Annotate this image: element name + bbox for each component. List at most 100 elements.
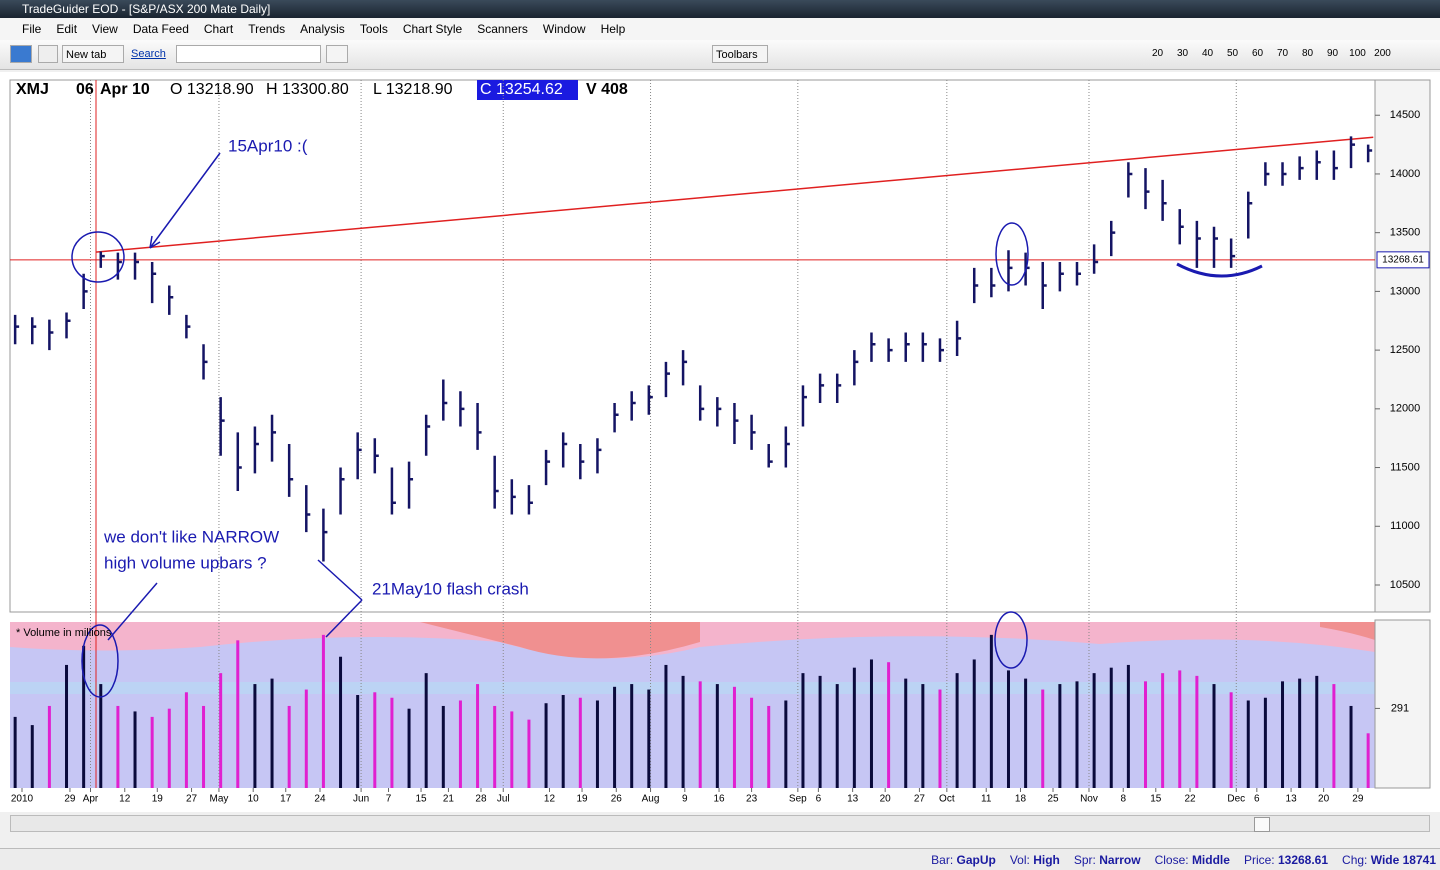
menu-item[interactable]: Data Feed [132, 22, 189, 36]
price-bar [1229, 238, 1236, 268]
zoom-level[interactable]: 200 [1374, 48, 1391, 59]
y-tick-label: 11500 [1390, 461, 1420, 473]
chart: XMJ 06 Apr 10 O 13218.90 H 13300.80 L 13… [0, 72, 1440, 812]
price-bar [31, 317, 37, 345]
menu-item[interactable]: View [92, 22, 118, 36]
menu-item[interactable]: Edit [56, 22, 78, 36]
volume-bar [1246, 700, 1250, 788]
price-bar [613, 402, 619, 433]
toolbars-button[interactable]: Toolbars [712, 45, 768, 63]
go-button[interactable] [326, 45, 348, 63]
search-link[interactable]: Search [131, 48, 166, 60]
volume-bar [1024, 678, 1028, 788]
x-tick-label: 11 [981, 794, 992, 805]
volume-bar [698, 681, 702, 788]
volume-bar [1263, 697, 1267, 788]
down-button[interactable] [38, 45, 58, 63]
close: C 13254.62 [480, 81, 563, 98]
menu-item[interactable]: Chart Style [402, 22, 463, 36]
volume-bar [1126, 664, 1130, 788]
menu-item[interactable]: File [22, 22, 42, 36]
volume-bar [715, 684, 719, 788]
zoom-level[interactable]: 90 [1326, 48, 1339, 59]
status-value: Narrow [1099, 852, 1141, 867]
price-bar [887, 338, 893, 362]
y-tick-label: 13500 [1390, 227, 1421, 239]
price-bar [904, 332, 910, 362]
globe-button[interactable] [10, 45, 32, 63]
volume-bar [938, 689, 942, 788]
price-bar [1144, 168, 1150, 210]
price-bar [1178, 209, 1184, 245]
volume-bar [1315, 675, 1319, 788]
menu-item[interactable]: Tools [359, 22, 388, 36]
status-item: Spr: Narrow [1074, 853, 1141, 867]
volume-bar [424, 673, 428, 788]
price-bar [1298, 156, 1304, 180]
volume-bar [595, 700, 599, 788]
price-bar [1264, 162, 1270, 186]
x-tick-label: 24 [314, 794, 326, 805]
scrollbar[interactable] [10, 815, 1430, 832]
volume-bar [750, 697, 754, 788]
zoom-level[interactable]: 70 [1276, 48, 1289, 59]
price-bar [698, 385, 705, 421]
volume-scale [1374, 619, 1431, 789]
x-tick-label: Sep [789, 794, 807, 805]
volume-bar [1332, 684, 1336, 788]
price-bar [818, 373, 825, 403]
volume-bar [664, 664, 668, 788]
menu-item[interactable]: Window [542, 22, 586, 36]
price-bar [185, 314, 191, 339]
zoom-level[interactable]: 20 [1151, 48, 1164, 59]
search-box[interactable] [176, 45, 321, 63]
x-tick-label: 23 [746, 794, 758, 805]
price-scale [1374, 79, 1431, 613]
volume-bar [887, 662, 891, 788]
zoom-level[interactable]: 30 [1176, 48, 1189, 59]
day: 06 [76, 81, 94, 98]
new-tab-button[interactable]: New tab [62, 45, 124, 63]
x-tick-label: May [209, 794, 228, 805]
status-bar: Bar: GapUp Vol: High Spr: Narrow Close: Mid… [0, 848, 1440, 870]
volume-bar [561, 695, 565, 788]
zoom-level[interactable]: 40 [1201, 48, 1214, 59]
band [1320, 622, 1375, 640]
price-bar [373, 438, 379, 474]
price-bar [1075, 262, 1081, 286]
menu-item[interactable]: Help [600, 22, 626, 36]
volume-bar [647, 689, 651, 788]
menu-item[interactable]: Chart [203, 22, 234, 36]
status-label: Spr: [1073, 852, 1096, 867]
menu-item[interactable]: Trends [248, 22, 286, 36]
volume-bar [1229, 692, 1233, 788]
menu-item[interactable]: Scanners [477, 22, 528, 36]
price-bar [767, 444, 773, 468]
y-tick-label: 12000 [1390, 403, 1421, 415]
zoom-level[interactable]: 60 [1251, 48, 1264, 59]
zoom-level[interactable]: 50 [1226, 48, 1239, 59]
trend-line [95, 136, 1374, 253]
menu-item[interactable]: Analysis [300, 22, 345, 36]
zoom-level[interactable]: 100 [1349, 48, 1366, 59]
volume-bar [116, 705, 120, 788]
price-tag [1376, 251, 1430, 269]
symbol: XMJ [16, 81, 49, 98]
volume-bar [407, 708, 411, 788]
band [420, 622, 700, 659]
zoom-level[interactable]: 80 [1301, 48, 1314, 59]
price-bar [853, 350, 859, 386]
price-bar [1281, 162, 1287, 186]
volume-bar [133, 711, 137, 788]
price-bar [1092, 244, 1099, 274]
volume-bar [904, 678, 908, 788]
bar-header: XMJ 06 Apr 10 O 13218.90 H 13300.80 L 13… [16, 80, 628, 100]
volume-bar [202, 705, 206, 788]
volume-bar [852, 667, 856, 788]
volume-bar [767, 705, 771, 788]
price-bar [1315, 150, 1321, 180]
scroll-thumb[interactable] [1254, 817, 1270, 832]
x-tick-label: 17 [280, 794, 292, 805]
y-tick-label: 13000 [1390, 285, 1421, 297]
x-tick-label: 16 [713, 794, 725, 805]
